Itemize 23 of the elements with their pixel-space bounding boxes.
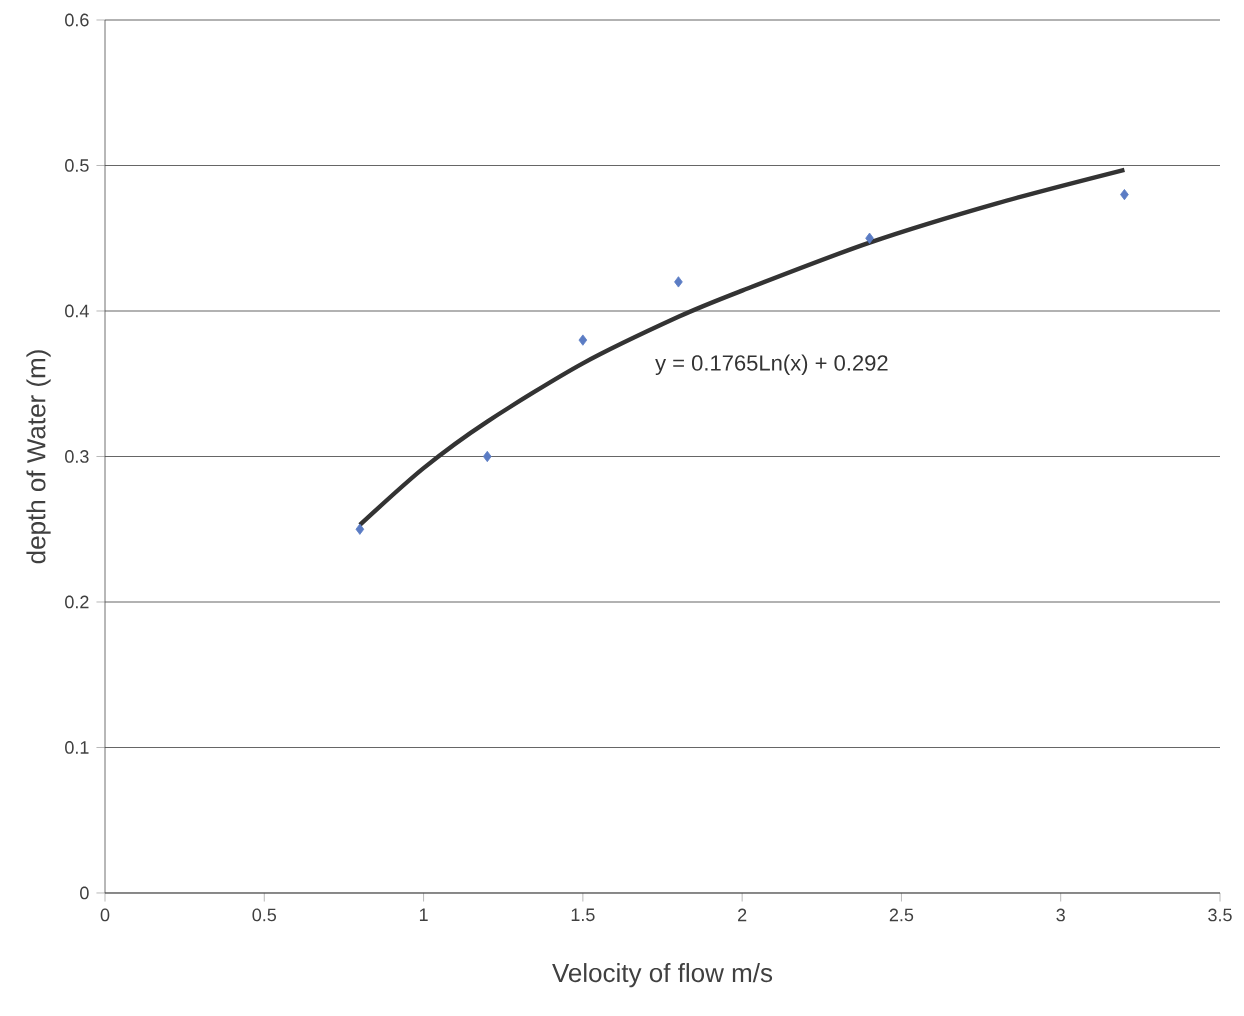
y-tick-label: 0.6 xyxy=(65,13,89,27)
point xyxy=(674,276,683,288)
x-tick-label: 1 xyxy=(419,908,428,921)
x-axis-title: Velocity of flow m/s xyxy=(552,963,773,988)
annotation: y = 0.1765Ln(x) + 0.292 xyxy=(655,354,888,376)
y-tick-label: 0.3 xyxy=(65,450,89,463)
y-tick-label: 0.1 xyxy=(65,741,89,754)
x-tick-label: 0 xyxy=(100,908,110,922)
y-tick-label: 0 xyxy=(80,886,89,900)
x-tick-label: 0.5 xyxy=(252,908,277,922)
y-tick-label: 0.5 xyxy=(65,159,89,172)
point xyxy=(355,523,365,535)
y-axis-title: depth of Water (m) xyxy=(26,350,51,564)
point xyxy=(482,450,492,463)
x-tick-label: 3.5 xyxy=(1208,908,1232,922)
point xyxy=(578,334,588,346)
x-tick-label: 2.5 xyxy=(889,908,914,922)
x-tick-label: 2 xyxy=(738,908,747,922)
point xyxy=(865,232,874,244)
x-tick-label: 3 xyxy=(1056,908,1065,922)
x-tick-label: 1.5 xyxy=(571,908,595,922)
y-tick-label: 0.4 xyxy=(65,304,89,318)
y-tick-label: 0.2 xyxy=(65,595,89,609)
